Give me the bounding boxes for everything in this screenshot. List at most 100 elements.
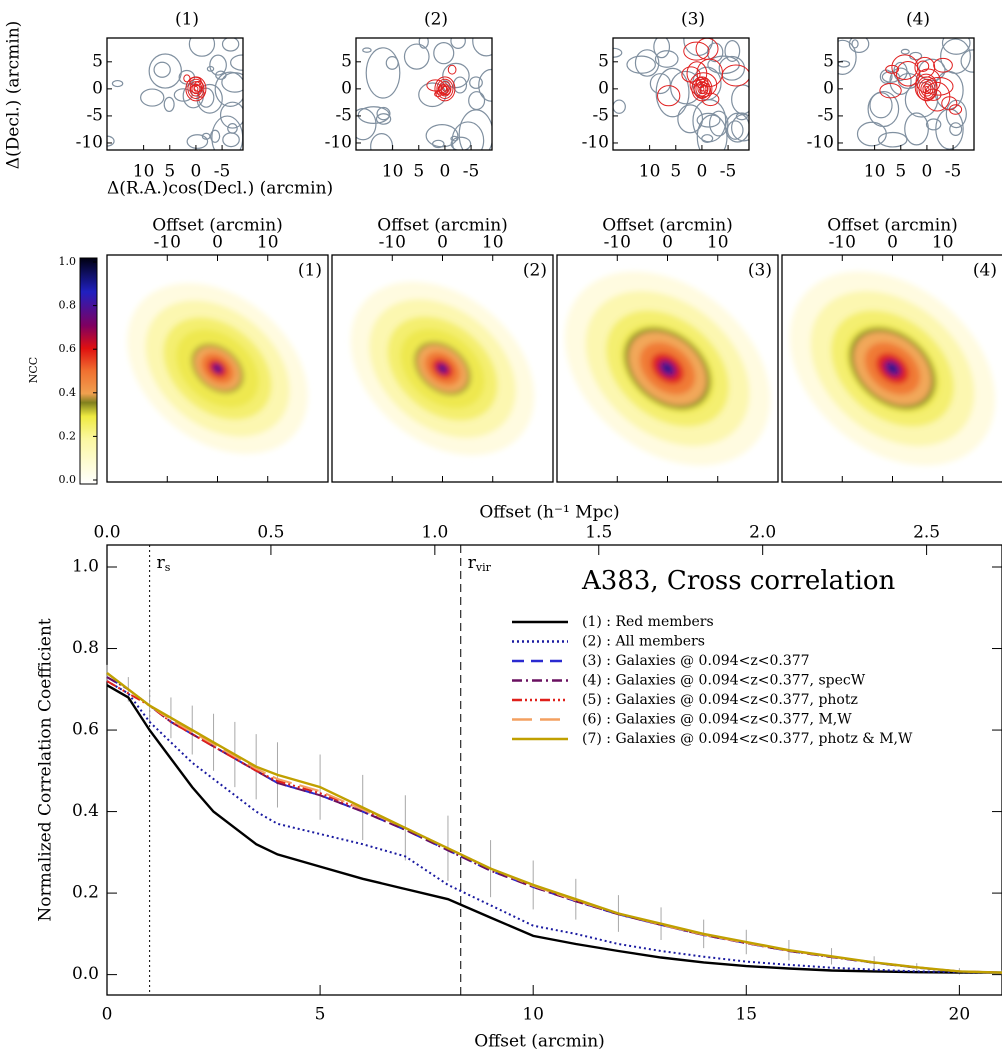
- red-contour: [189, 84, 202, 94]
- gray-contour: [153, 61, 171, 78]
- gray-contour: [450, 135, 459, 142]
- gray-contour: [433, 42, 455, 65]
- panel-label: (1): [298, 261, 322, 281]
- gray-contour: [696, 114, 728, 150]
- heatmap: [564, 271, 771, 466]
- panel-label: (4): [906, 10, 930, 30]
- red-contour: [683, 41, 710, 61]
- x-tick-label: -5: [463, 162, 480, 182]
- gray-contour: [472, 38, 492, 57]
- gray-contour: [221, 72, 243, 93]
- contour-map: [107, 38, 243, 150]
- gray-contour: [450, 136, 472, 150]
- series-line: [106, 680, 1002, 974]
- x-tick-label: 0: [922, 162, 933, 182]
- panel-label: (2): [523, 261, 547, 281]
- x-axis-label: Offset (arcmin): [602, 216, 733, 236]
- gray-contour: [941, 38, 971, 55]
- x-axis-label: Offset (arcmin): [827, 216, 958, 236]
- red-contour: [681, 66, 701, 83]
- gray-contour: [877, 131, 908, 148]
- x-axis-label: Δ(R.A.)cos(Decl.) (arcmin): [107, 179, 333, 199]
- gray-contour: [356, 108, 377, 141]
- x-tick-label: 10: [522, 1005, 544, 1025]
- gray-contour: [182, 83, 204, 109]
- panel-label: (2): [424, 10, 448, 30]
- gray-contour: [653, 38, 671, 59]
- x-tick-label: 0: [212, 233, 223, 253]
- ncc-level: [664, 366, 671, 371]
- gray-contour: [458, 109, 492, 150]
- series-line: [106, 676, 1002, 974]
- gray-contour: [452, 76, 468, 94]
- colorbar-tick-label: 0.8: [59, 299, 77, 312]
- gray-contour: [696, 112, 721, 128]
- gray-contour: [365, 47, 401, 99]
- y-tick-label: 5: [823, 51, 834, 71]
- legend-label: (4) : Galaxies @ 0.094<z<0.377, specW: [582, 673, 866, 689]
- contour-map: [838, 38, 974, 150]
- gray-contour: [731, 113, 749, 142]
- gray-contour: [724, 40, 741, 62]
- gray-contour: [209, 54, 227, 76]
- gray-contour: [140, 88, 165, 107]
- x-tick-label: -10: [829, 233, 856, 253]
- gray-contour: [403, 43, 430, 70]
- y-tick-label: 0: [92, 78, 103, 98]
- contour-map: [356, 38, 492, 150]
- y-tick-label: 0: [341, 78, 352, 98]
- gray-contour: [654, 50, 679, 68]
- red-contour: [896, 60, 920, 87]
- gray-contour: [468, 91, 486, 111]
- x-tick-label: 10: [864, 162, 886, 182]
- red-contour: [686, 61, 708, 86]
- reference-label: rvir: [468, 553, 492, 575]
- red-contour: [924, 81, 951, 112]
- gray-contour: [111, 79, 124, 88]
- gray-contour: [940, 38, 971, 75]
- heatmap: [350, 281, 535, 456]
- red-contour: [434, 76, 456, 102]
- colorbar-tick-label: 0.6: [59, 342, 77, 355]
- x-tick-label: 5: [413, 162, 424, 182]
- colorbar-label: NCC: [27, 357, 40, 383]
- gray-contour: [960, 49, 974, 73]
- reference-label-main: r: [157, 553, 166, 573]
- gray-contour: [219, 101, 243, 129]
- gray-contour: [362, 47, 372, 53]
- panel-label: (3): [748, 261, 772, 281]
- x-tick-label: -5: [720, 162, 737, 182]
- gray-contour: [222, 132, 240, 148]
- gray-contour: [706, 42, 724, 63]
- gray-contour: [881, 70, 901, 83]
- gray-contour: [949, 122, 963, 136]
- heatmap-image: [350, 281, 535, 456]
- red-contour: [933, 57, 953, 73]
- gray-contour: [478, 68, 492, 102]
- x2-tick-label: 1.0: [421, 523, 448, 543]
- x-tick-label: 5: [670, 162, 681, 182]
- gray-contour: [655, 67, 690, 118]
- gray-contour: [206, 65, 215, 72]
- red-contour: [721, 64, 749, 87]
- x-tick-label: -5: [214, 162, 231, 182]
- red-contour: [948, 104, 963, 115]
- x2-tick-label: 2.5: [913, 523, 940, 543]
- x-tick-label: 20: [949, 1005, 971, 1025]
- panel-frame: [106, 37, 244, 151]
- panel-frame: [355, 37, 493, 151]
- red-contour: [189, 81, 203, 97]
- panel-frame: [837, 37, 975, 151]
- legend-label: (1) : Red members: [582, 614, 714, 630]
- red-contour: [700, 77, 709, 87]
- red-contour: [879, 82, 902, 99]
- y-tick-label: 0.6: [72, 720, 99, 740]
- gray-contour: [851, 39, 859, 49]
- red-contour: [885, 64, 900, 74]
- legend-label: (2) : All members: [582, 634, 705, 650]
- panel-frame: [612, 37, 750, 151]
- colorbar-tick-label: 0.0: [59, 473, 77, 486]
- red-contour: [191, 83, 201, 95]
- red-contour: [657, 85, 681, 107]
- gray-contour: [867, 90, 900, 128]
